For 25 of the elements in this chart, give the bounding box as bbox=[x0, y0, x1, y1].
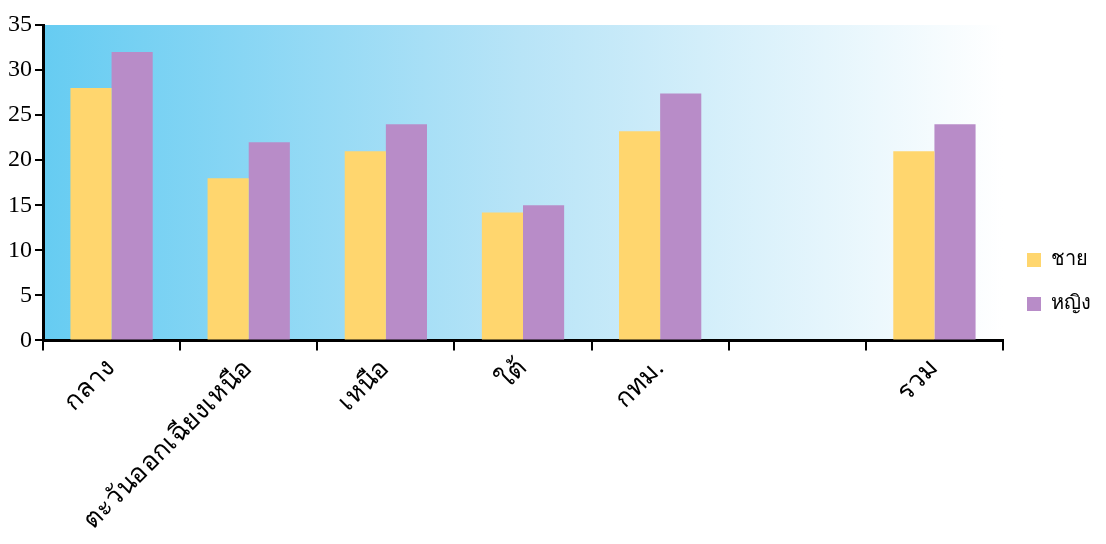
bar bbox=[344, 151, 386, 340]
y-tick-label: 5 bbox=[20, 280, 32, 307]
bar bbox=[893, 151, 935, 340]
y-tick-label: 15 bbox=[8, 190, 32, 217]
y-tick-label: 30 bbox=[8, 55, 32, 82]
y-tick-label: 10 bbox=[8, 235, 32, 262]
bar bbox=[523, 205, 565, 340]
bar bbox=[619, 131, 661, 340]
bar bbox=[207, 178, 249, 340]
bar bbox=[70, 88, 112, 340]
x-tick-label: รวม bbox=[890, 353, 944, 407]
y-tick-label: 35 bbox=[8, 10, 32, 37]
legend-label: หญิง bbox=[1051, 291, 1091, 315]
y-tick-label: 25 bbox=[8, 100, 32, 127]
x-tick-label: ใต้ bbox=[490, 353, 533, 395]
x-tick-label: กทม. bbox=[608, 353, 670, 414]
y-tick-label: 0 bbox=[20, 325, 32, 352]
bar bbox=[248, 142, 290, 340]
bar bbox=[481, 212, 523, 340]
bar bbox=[934, 124, 976, 340]
bar bbox=[385, 124, 427, 340]
y-tick-label: 20 bbox=[8, 145, 32, 172]
bar bbox=[660, 93, 702, 340]
legend-label: ชาย bbox=[1051, 247, 1088, 270]
bar bbox=[111, 52, 153, 340]
